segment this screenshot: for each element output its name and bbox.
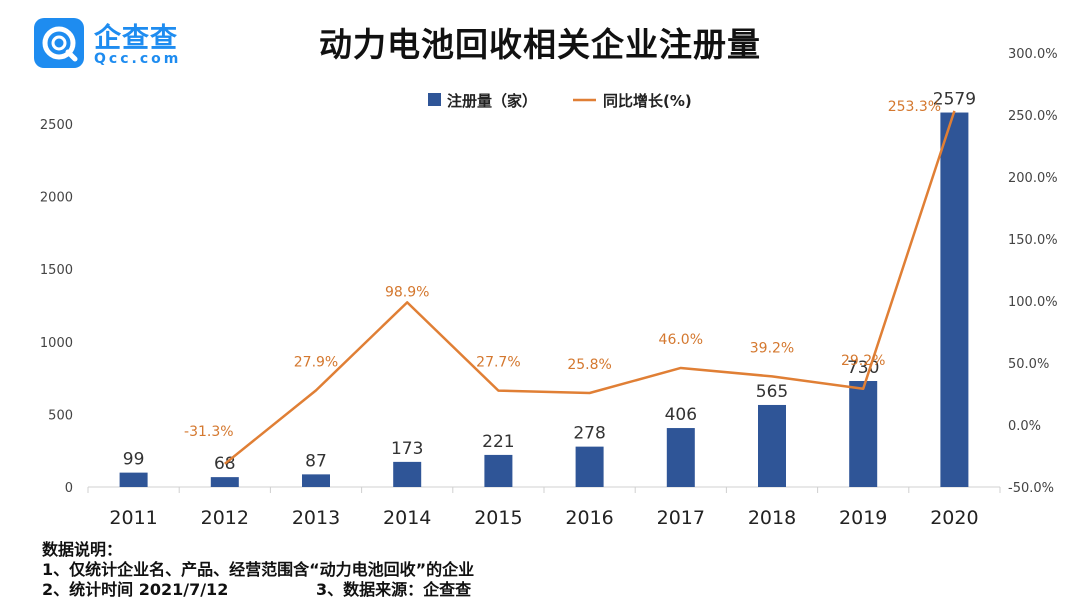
bar [575,446,604,487]
bar [210,477,239,487]
chart-title: 动力电池回收相关企业注册量 [319,25,761,64]
bar-value-label: 221 [482,432,514,452]
y-right-tick-label: 300.0% [1008,47,1058,62]
note-date: 2、统计时间 2021/7/12 [42,580,229,599]
y-right-tick-label: -50.0% [1008,481,1054,496]
growth-value-label: 25.8% [567,357,611,373]
y-right-tick-label: 250.0% [1008,109,1058,124]
bar-value-label: 2579 [933,90,976,110]
x-tick-label: 2018 [748,507,796,529]
bar [302,474,330,487]
brand-name-cn: 企查查 [94,23,178,54]
bar-value-label: 173 [391,439,423,459]
y-right-tick-label: 50.0% [1008,357,1049,372]
legend-swatch-registrations [428,93,441,106]
growth-value-label: 253.3% [888,99,941,115]
bar [849,381,878,487]
y-right-tick-label: 0.0% [1008,419,1041,434]
bar [119,472,148,487]
bar [393,461,422,487]
bar [484,454,513,487]
y-right-tick-label: 100.0% [1008,295,1058,310]
legend-label-registrations: 注册量（家） [447,92,537,110]
growth-value-label: 27.7% [476,355,520,371]
growth-value-label: -31.3% [184,424,234,440]
y-right-tick-label: 200.0% [1008,171,1058,186]
brand-logo: 企查查 Qcc.com [34,16,184,72]
x-tick-label: 2011 [109,507,157,529]
x-tick-label: 2020 [930,507,978,529]
y-left-tick-label: 0 [65,481,73,496]
qcc-logo-icon [34,18,84,68]
y-left-tick-label: 2500 [40,118,73,133]
bar [758,404,786,487]
bar-value-label: 406 [665,405,697,425]
bar-value-label: 565 [756,382,788,402]
growth-value-label: 27.9% [294,354,338,370]
growth-value-label: 29.2% [841,353,885,369]
bar [666,428,695,487]
growth-value-label: 46.0% [659,332,703,348]
growth-value-label: 39.2% [750,340,794,356]
bar-value-label: 278 [573,424,605,444]
note-source: 3、数据来源：企查查 [316,580,472,599]
x-tick-label: 2012 [201,507,249,529]
growth-line [224,110,956,465]
x-tick-label: 2014 [383,507,431,529]
y-left-tick-label: 1500 [40,263,73,278]
x-tick-label: 2013 [292,507,340,529]
y-left-tick-label: 500 [48,408,73,423]
brand-name-en: Qcc.com [94,51,182,67]
notes-heading: 数据说明： [42,540,123,559]
bar-value-label: 99 [123,450,145,470]
x-tick-label: 2017 [657,507,705,529]
growth-value-label: 98.9% [385,284,429,300]
y-left-tick-label: 2000 [40,191,73,206]
x-tick-label: 2016 [565,507,613,529]
bar [940,112,969,487]
x-tick-label: 2015 [474,507,522,529]
x-tick-label: 2019 [839,507,887,529]
y-right-tick-label: 150.0% [1008,233,1058,248]
bar-value-label: 87 [305,451,327,471]
y-left-tick-label: 1000 [40,336,73,351]
legend-label-growth: 同比增长(%) [603,92,692,110]
note-scope: 1、仅统计企业名、产品、经营范围含“动力电池回收”的企业 [42,560,475,579]
